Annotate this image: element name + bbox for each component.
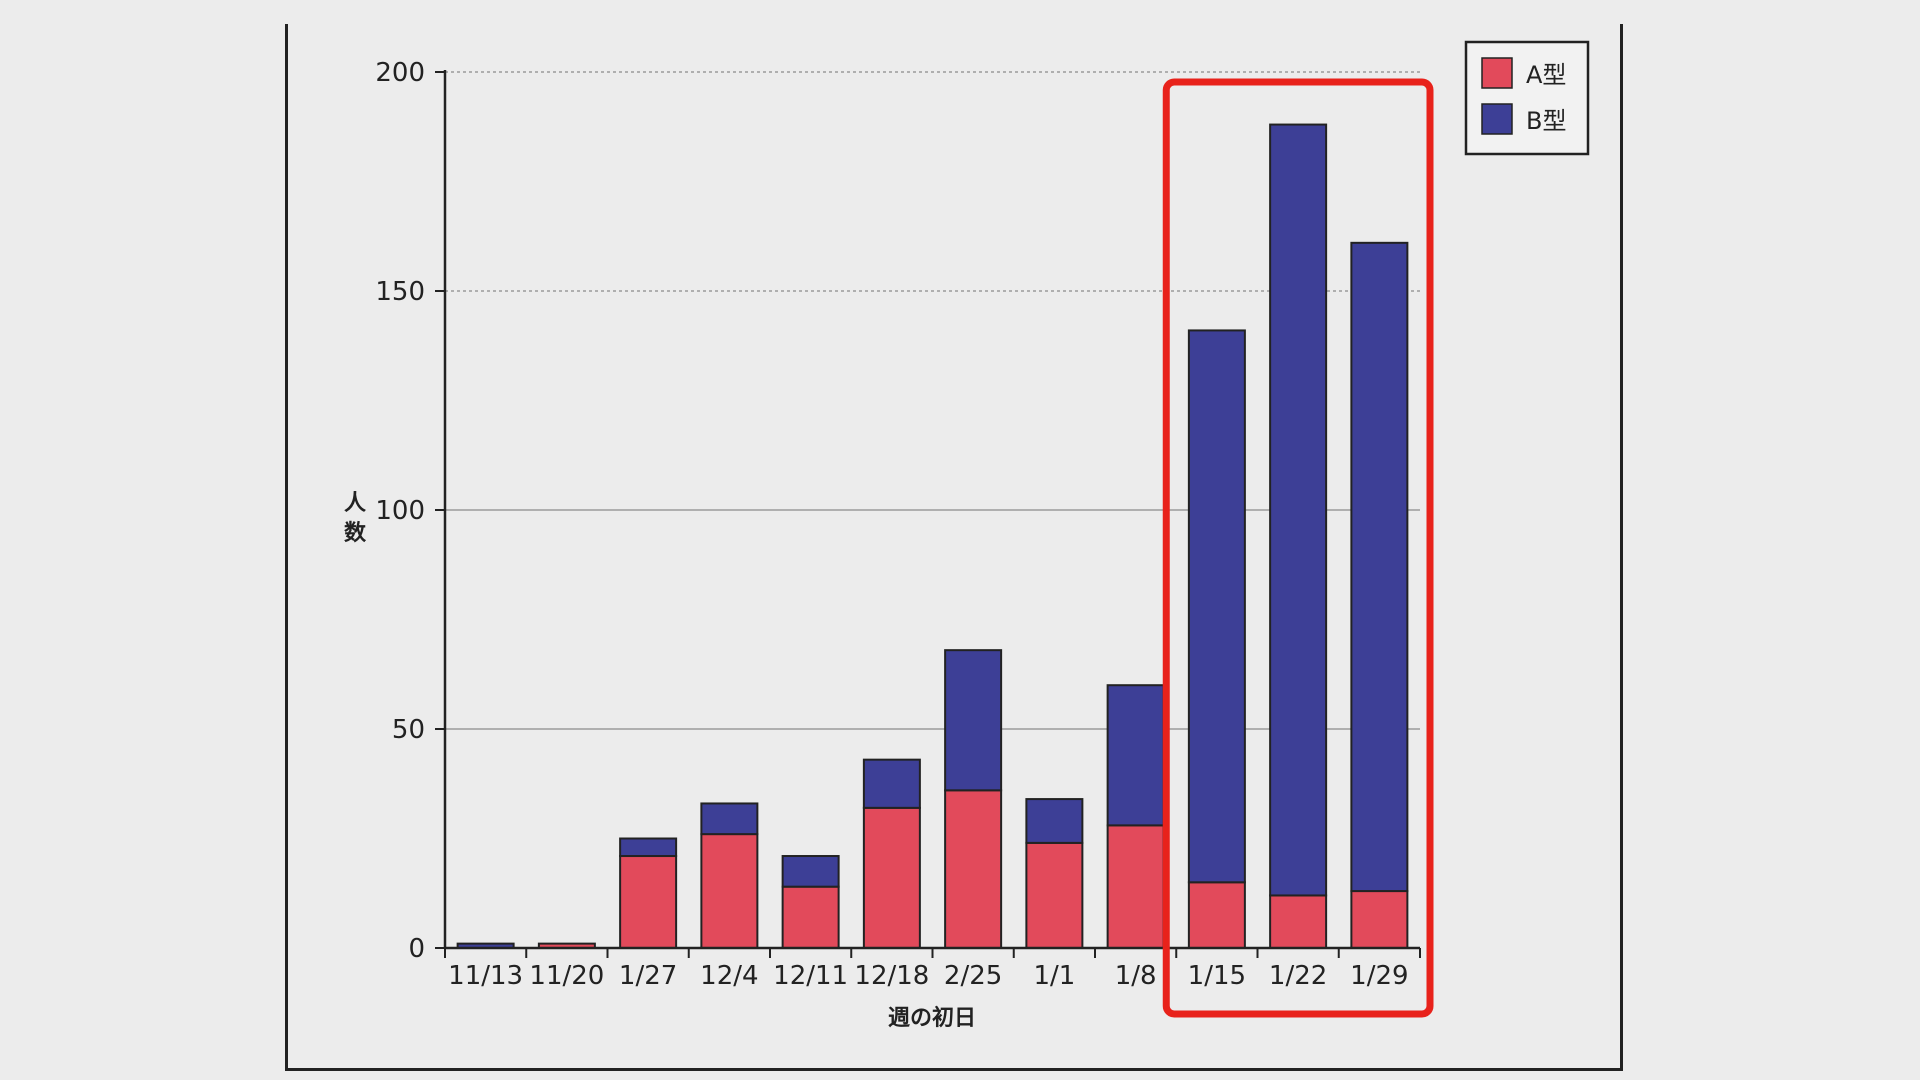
chart-frame-right bbox=[1620, 24, 1623, 1070]
bar-segment bbox=[862, 758, 921, 809]
bar-segment bbox=[1025, 798, 1084, 844]
x-tick-label: 11/20 bbox=[529, 961, 604, 991]
x-axis-title: 週の初日 bbox=[888, 1005, 976, 1031]
x-tick-label: 12/4 bbox=[700, 961, 758, 991]
bar-segment bbox=[1187, 881, 1246, 949]
bar-segment bbox=[1269, 123, 1328, 897]
bar-segment bbox=[1106, 684, 1165, 827]
bar-segment bbox=[1269, 894, 1328, 950]
bar-segment bbox=[1025, 841, 1084, 950]
x-tick-label: 1/15 bbox=[1188, 961, 1246, 991]
x-tick-label: 12/11 bbox=[773, 961, 848, 991]
bar-segment bbox=[1187, 329, 1246, 884]
x-tick-label: 11/13 bbox=[448, 961, 523, 991]
y-tick-label: 150 bbox=[375, 277, 425, 307]
x-tick-label: 1/29 bbox=[1350, 961, 1408, 991]
x-tick-label: 1/27 bbox=[619, 961, 677, 991]
bar-segment bbox=[619, 837, 678, 858]
bar-segment bbox=[700, 802, 759, 836]
y-tick-label: 0 bbox=[408, 934, 425, 964]
y-tick-label: 100 bbox=[375, 496, 425, 526]
legend-swatch bbox=[1481, 103, 1513, 135]
bar-segment bbox=[944, 789, 1003, 949]
bar-segment bbox=[1350, 241, 1409, 893]
bar-segment bbox=[1106, 824, 1165, 949]
tick-labels: 0 50 100 150 200 11/13 11/20 1/27 12/4 12/11 12/18… bbox=[375, 58, 1408, 991]
x-tick-label: 12/18 bbox=[854, 961, 929, 991]
x-tick-label: 2/25 bbox=[944, 961, 1002, 991]
legend-label: B型 bbox=[1526, 107, 1566, 135]
bar-segment bbox=[862, 806, 921, 950]
bar-segment bbox=[781, 885, 840, 949]
x-tick-label: 1/1 bbox=[1033, 961, 1075, 991]
bar-segment bbox=[1350, 890, 1409, 949]
highlight-box bbox=[1162, 78, 1434, 1018]
bar-segment bbox=[944, 649, 1003, 792]
bar-segment bbox=[781, 855, 840, 888]
y-axis-title: 人数 bbox=[344, 491, 367, 546]
legend-label: A型 bbox=[1526, 61, 1566, 89]
x-tick-label: 1/8 bbox=[1115, 961, 1157, 991]
legend: A型 B型 bbox=[1464, 40, 1590, 156]
y-tick-label: 50 bbox=[392, 715, 425, 745]
bar-segment bbox=[700, 833, 759, 949]
bar-segment bbox=[619, 855, 678, 950]
chart-frame-bottom bbox=[285, 1068, 1623, 1071]
legend-swatch bbox=[1481, 57, 1513, 89]
grid-lines bbox=[445, 71, 1420, 730]
x-tick-label: 1/22 bbox=[1269, 961, 1327, 991]
y-tick-label: 200 bbox=[375, 58, 425, 88]
bars bbox=[456, 123, 1409, 950]
axes bbox=[435, 70, 1421, 958]
chart-frame-left bbox=[285, 24, 288, 1070]
